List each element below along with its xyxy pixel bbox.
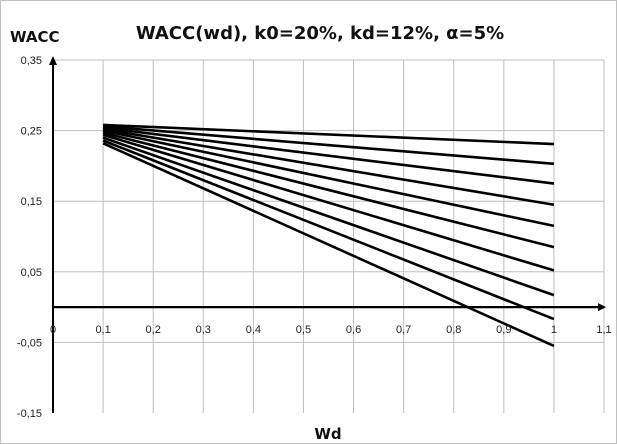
series-line-9 <box>102 139 555 321</box>
series-line-3 <box>102 126 555 185</box>
y-axis-label: WACC <box>10 28 60 46</box>
y-tick-label: 0,25 <box>21 126 42 138</box>
x-tick-label: 0 <box>50 324 56 336</box>
series-line-2 <box>102 125 555 166</box>
x-tick-label: 0,1 <box>95 324 110 336</box>
y-tick-label: -0,15 <box>17 408 42 420</box>
chart-title: WACC(wd), k0=20%, kd=12%, α=5% <box>136 23 504 44</box>
x-tick-label: 0,8 <box>446 324 461 336</box>
y-tick-label: 0,15 <box>21 196 42 208</box>
x-tick-label: 1,1 <box>596 324 611 336</box>
series-group <box>102 123 555 348</box>
x-tick-label: 1 <box>551 324 557 336</box>
x-tick-label: 0,5 <box>296 324 311 336</box>
y-tick-label: -0,05 <box>17 337 42 349</box>
series-line-10 <box>102 142 555 348</box>
x-axis-label: Wd <box>314 425 341 443</box>
x-tick-label: 0,4 <box>246 324 261 336</box>
series-line-4 <box>102 127 555 207</box>
series-line-8 <box>102 136 555 297</box>
x-axis-arrow-icon <box>598 303 606 312</box>
x-tick-label: 0,3 <box>196 324 211 336</box>
grid <box>53 59 605 413</box>
y-tick-label: 0,05 <box>21 267 42 279</box>
y-tick-label: 0,35 <box>21 55 42 67</box>
axes <box>49 56 606 413</box>
tick-labels: 0 0,1 0,2 0,3 0,4 0,5 0,6 0,7 0,8 0,9 1 1,1 0,35 0,25… <box>17 55 612 420</box>
series-line-7 <box>102 133 555 272</box>
x-tick-label: 0,6 <box>346 324 361 336</box>
series-line-6 <box>102 131 555 249</box>
x-tick-label: 0,7 <box>396 324 411 336</box>
series-line-1 <box>103 123 554 146</box>
y-axis-arrow-icon <box>49 56 57 65</box>
x-tick-label: 0,9 <box>496 324 511 336</box>
x-tick-label: 0,2 <box>146 324 161 336</box>
series-line-5 <box>102 129 555 228</box>
